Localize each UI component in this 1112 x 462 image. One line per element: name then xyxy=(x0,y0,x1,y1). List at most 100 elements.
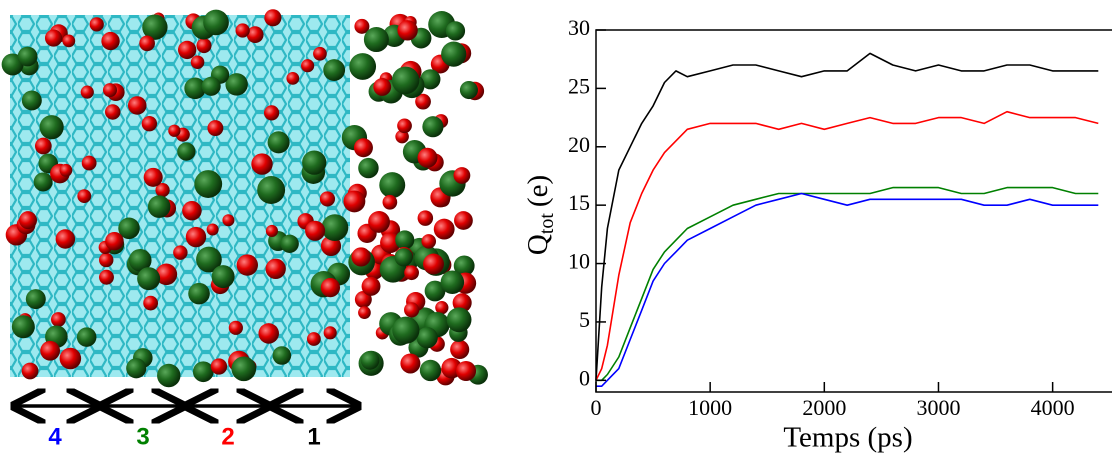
oxygen-atom xyxy=(127,96,147,115)
oxygen-atom xyxy=(40,340,61,361)
cation-atom xyxy=(424,280,446,302)
oxygen-atom xyxy=(182,201,202,221)
oxygen-atom xyxy=(417,210,434,226)
oxygen-atom xyxy=(258,323,279,344)
oxygen-atom xyxy=(101,31,120,51)
cation-atom xyxy=(231,356,257,382)
cation-atom xyxy=(194,170,223,198)
y-label-sub: tot xyxy=(536,213,558,235)
oxygen-atom xyxy=(453,167,471,184)
cation-atom xyxy=(25,289,46,310)
cation-atom xyxy=(422,116,444,138)
y-tick-label: 5 xyxy=(579,307,590,332)
oxygen-atom xyxy=(421,234,437,249)
oxygen-atom xyxy=(80,85,94,99)
cation-atom xyxy=(196,246,222,273)
oxygen-atom xyxy=(168,124,181,137)
y-axis-label: Qtot (e) xyxy=(522,175,558,255)
cation-atom xyxy=(392,316,420,344)
oxygen-atom xyxy=(361,276,381,296)
region-label: 4 xyxy=(48,423,62,450)
oxygen-atom xyxy=(222,214,235,227)
cation-atom xyxy=(76,327,97,347)
oxygen-atom xyxy=(139,35,155,52)
oxygen-atom xyxy=(306,332,321,346)
oxygen-atom xyxy=(251,153,273,175)
molecule-render xyxy=(1,9,488,388)
oxygen-atom xyxy=(143,295,159,311)
oxygen-atom xyxy=(305,220,326,241)
cation-atom xyxy=(257,176,286,204)
oxygen-atom xyxy=(177,40,197,60)
oxygen-atom xyxy=(265,258,286,279)
oxygen-atom xyxy=(454,211,473,230)
cation-atom xyxy=(416,327,438,349)
x-axis-label: Temps (ps) xyxy=(783,422,912,454)
y-tick-label: 15 xyxy=(568,190,590,215)
cation-atom xyxy=(142,14,168,40)
oxygen-atom xyxy=(395,129,409,144)
oxygen-atom xyxy=(368,211,390,233)
oxygen-atom xyxy=(263,105,280,121)
oxygen-atom xyxy=(99,269,114,285)
oxygen-atom xyxy=(417,147,438,168)
oxygen-atom xyxy=(301,59,315,73)
oxygen-atom xyxy=(265,224,278,238)
oxygen-atom xyxy=(404,265,419,281)
oxygen-atom xyxy=(44,29,63,47)
oxygen-atom xyxy=(343,190,366,213)
oxygen-atom xyxy=(155,263,178,286)
cation-atom xyxy=(395,230,415,250)
oxygen-atom xyxy=(207,120,224,137)
oxygen-atom xyxy=(102,83,118,98)
oxygen-atom xyxy=(141,115,158,132)
series-line xyxy=(596,192,1099,387)
oxygen-atom xyxy=(34,137,52,155)
oxygen-atom xyxy=(155,183,170,198)
oxygen-atom xyxy=(19,211,38,230)
oxygen-atom xyxy=(235,23,250,38)
oxygen-atom xyxy=(400,353,421,374)
oxygen-atom xyxy=(435,301,449,315)
oxygen-atom xyxy=(382,194,398,210)
oxygen-atom xyxy=(89,17,104,32)
y-tick-label: 25 xyxy=(568,73,590,98)
cation-atom xyxy=(441,41,467,67)
oxygen-atom xyxy=(404,302,420,318)
oxygen-atom xyxy=(59,163,73,177)
cation-atom xyxy=(419,359,442,382)
x-tick-label: 2000 xyxy=(802,395,846,420)
oxygen-atom xyxy=(62,34,76,48)
cation-atom xyxy=(39,115,64,140)
oxygen-atom xyxy=(206,223,219,236)
cation-atom xyxy=(358,157,379,179)
oxygen-atom xyxy=(373,78,392,96)
cation-atom xyxy=(446,307,472,333)
cation-atom xyxy=(211,265,235,289)
oxygen-atom xyxy=(323,326,337,340)
cation-atom xyxy=(280,234,299,253)
cation-atom xyxy=(323,59,346,81)
cation-atom xyxy=(379,172,406,199)
region-label: 2 xyxy=(221,423,234,450)
oxygen-atom xyxy=(351,247,371,267)
series-line xyxy=(596,186,1099,382)
y-tick-label: 10 xyxy=(568,249,590,274)
oxygen-atom xyxy=(423,253,444,275)
cation-atom xyxy=(272,346,292,365)
y-label-unit: (e) xyxy=(522,175,554,207)
x-tick-label: 0 xyxy=(591,395,602,420)
y-tick-label: 30 xyxy=(568,15,590,40)
cation-atom xyxy=(137,267,161,291)
cation-atom xyxy=(360,350,380,370)
oxygen-atom xyxy=(228,320,243,335)
oxygen-atom xyxy=(433,218,455,240)
cation-atom xyxy=(11,315,35,339)
oxygen-atom xyxy=(59,347,82,370)
y-tick-label: 20 xyxy=(568,132,590,157)
oxygen-atom xyxy=(81,155,97,171)
oxygen-atom xyxy=(196,38,212,54)
cation-atom xyxy=(147,195,171,218)
